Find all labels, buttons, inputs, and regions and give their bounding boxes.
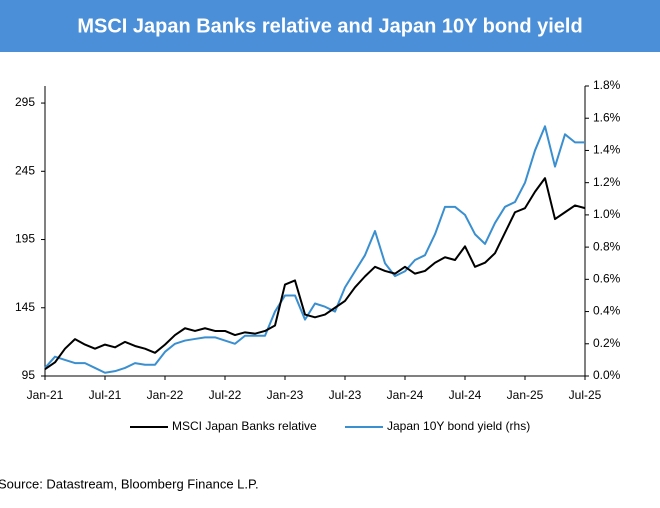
y-tick-label: 145 <box>15 300 35 314</box>
y2-tick-label: 0.2% <box>593 336 621 350</box>
y2-tick-label: 1.6% <box>593 110 621 124</box>
x-tick-label: Jan-21 <box>27 388 64 402</box>
y2-tick-label: 1.2% <box>593 175 621 189</box>
x-tick-label: Jul-22 <box>209 388 242 402</box>
x-tick-label: Jul-25 <box>569 388 602 402</box>
legend-label: MSCI Japan Banks relative <box>172 419 317 433</box>
y2-tick-label: 0.8% <box>593 239 621 253</box>
source-note: Source: Datastream, Bloomberg Finance L.… <box>0 476 259 491</box>
y2-tick-label: 0.0% <box>593 368 621 382</box>
x-tick-label: Jan-24 <box>387 388 424 402</box>
title-bar <box>0 0 660 52</box>
x-tick-label: Jul-24 <box>449 388 482 402</box>
series-line <box>44 177 586 371</box>
x-tick-label: Jul-23 <box>329 388 362 402</box>
legend-label: Japan 10Y bond yield (rhs) <box>387 419 530 433</box>
y2-tick-label: 1.4% <box>593 143 621 157</box>
x-tick-label: Jul-21 <box>89 388 122 402</box>
series-line <box>44 125 585 374</box>
y2-tick-label: 1.0% <box>593 207 621 221</box>
y-tick-label: 295 <box>15 95 35 109</box>
x-tick-label: Jan-22 <box>147 388 184 402</box>
y2-tick-label: 0.4% <box>593 304 621 318</box>
y2-tick-label: 0.6% <box>593 272 621 286</box>
y-tick-label: 245 <box>15 163 35 177</box>
y-tick-label: 95 <box>22 368 36 382</box>
x-tick-label: Jan-25 <box>507 388 544 402</box>
chart-title: MSCI Japan Banks relative and Japan 10Y … <box>77 15 582 37</box>
y-tick-label: 195 <box>15 232 35 246</box>
y2-tick-label: 1.8% <box>593 78 621 92</box>
x-tick-label: Jan-23 <box>267 388 304 402</box>
